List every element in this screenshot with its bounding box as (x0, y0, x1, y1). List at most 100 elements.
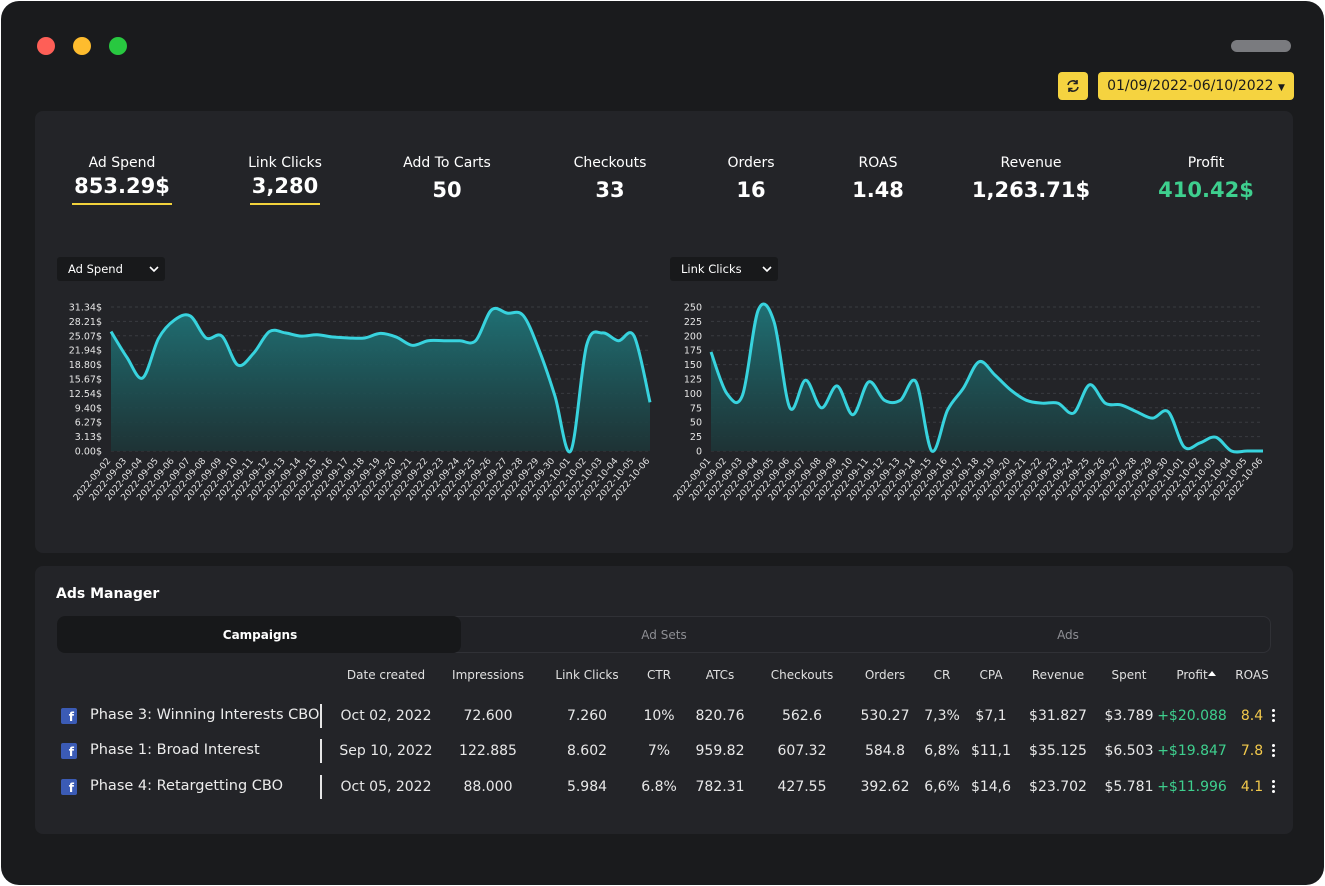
table-cell: 392.62 (860, 779, 910, 795)
y-tick-label: 15.67$ (69, 375, 102, 386)
facebook-icon: f (61, 779, 77, 795)
y-tick-label: 25 (690, 432, 702, 443)
kpi: Revenue 1,263.71$ (941, 153, 1121, 207)
area-fill (111, 308, 650, 453)
kpi-label: Add To Carts (403, 155, 491, 171)
table-cell: +$19.847 (1157, 743, 1227, 759)
kpi: ROAS 1.48 (788, 153, 968, 207)
y-tick-label: 100 (684, 389, 702, 400)
kpi-value: 1,263.71$ (971, 178, 1091, 202)
menu-dot (1272, 714, 1275, 717)
row-menu[interactable] (1272, 780, 1276, 794)
table-cell: 7,3% (924, 708, 960, 724)
tab[interactable]: Ads (1057, 628, 1079, 642)
column-header: Impressions (452, 668, 524, 682)
table-cell: 584.8 (864, 743, 906, 759)
y-tick-label: 18.80$ (69, 360, 102, 371)
table-cell: $3.789 (1104, 708, 1154, 724)
close-button[interactable] (37, 37, 55, 55)
menu-dot (1272, 709, 1275, 712)
table-cell: +$11.996 (1157, 779, 1227, 795)
kpi: Add To Carts 50 (357, 153, 537, 207)
window-handle (1231, 40, 1291, 52)
column-header: ATCs (705, 668, 735, 682)
y-tick-label: 3.13$ (75, 432, 102, 443)
tab[interactable]: Ad Sets (641, 628, 687, 642)
select-label: Link Clicks (681, 262, 742, 276)
column-header: ROAS (1235, 668, 1269, 682)
row-menu[interactable] (1272, 709, 1276, 723)
table-cell: 10% (643, 708, 675, 724)
date-range-button[interactable]: 01/09/2022-06/10/2022 ▼ (1098, 72, 1294, 100)
y-tick-label: 12.54$ (69, 389, 102, 400)
column-header: Checkouts (770, 668, 834, 682)
table-cell: 427.55 (777, 779, 827, 795)
y-tick-label: 175 (684, 346, 702, 357)
select-label: Ad Spend (68, 262, 123, 276)
metric-select[interactable]: Link Clicks (670, 257, 778, 281)
kpi-value: 50 (432, 178, 462, 202)
table-cell: 6.8% (641, 779, 677, 795)
menu-dot (1272, 719, 1275, 722)
y-tick-label: 28.21$ (69, 317, 102, 328)
y-tick-label: 6.27$ (75, 418, 102, 429)
column-header: Date created (346, 668, 426, 682)
dropdown-caret: ▼ (1277, 83, 1285, 93)
section-title: Ads Manager (56, 586, 160, 602)
overview-panel (35, 111, 1293, 553)
table-cell: Oct 05, 2022 (340, 779, 432, 795)
table-cell: 4.1 (1240, 779, 1264, 795)
table-cell: Sep 10, 2022 (339, 743, 433, 759)
y-tick-label: 21.94$ (69, 346, 102, 357)
y-tick-label: 250 (684, 303, 702, 314)
table-cell: 5.984 (566, 779, 608, 795)
y-tick-label: 150 (684, 360, 702, 371)
kpi: Link Clicks 3,280 (195, 153, 375, 205)
kpi: Ad Spend 853.29$ (32, 153, 212, 205)
menu-dot (1272, 790, 1275, 793)
minimize-button[interactable] (73, 37, 91, 55)
table-cell: 820.76 (695, 708, 745, 724)
column-header: Revenue (1031, 668, 1085, 682)
column-header: CPA (979, 668, 1003, 682)
refresh-button[interactable] (1058, 72, 1088, 100)
campaign-name: Phase 1: Broad Interest (90, 742, 260, 758)
table-cell: +$20.088 (1157, 708, 1227, 724)
titlebar (37, 37, 1291, 55)
kpi-label: ROAS (858, 155, 898, 171)
area-fill (711, 303, 1263, 453)
tab[interactable]: Campaigns (222, 628, 298, 642)
table-cell: 782.31 (695, 779, 745, 795)
kpi-label: Profit (1187, 155, 1225, 171)
menu-dot (1272, 749, 1275, 752)
kpi-label: Orders (727, 155, 775, 171)
charts: 0.00$ 3.13$ 6.27$ 9.40$ 12.54$ 15.67$ 18.80$ 21… (69, 302, 1266, 504)
column-separator (320, 775, 322, 799)
column-header: CTR (646, 668, 672, 682)
table-cell: 6,8% (924, 743, 960, 759)
table-cell: $11,1 (970, 743, 1012, 759)
column-header: Orders (864, 668, 906, 682)
table-cell: $5.781 (1104, 779, 1154, 795)
maximize-button[interactable] (109, 37, 127, 55)
y-tick-label: 50 (690, 418, 702, 429)
metric-select[interactable]: Ad Spend (57, 257, 165, 281)
y-tick-label: 9.40$ (75, 403, 102, 414)
refresh-icon (1067, 80, 1079, 92)
table-cell: 7.260 (566, 708, 608, 724)
column-header: Link Clicks (555, 668, 619, 682)
table-cell: 8.602 (566, 743, 608, 759)
column-header: Profit (1176, 668, 1208, 682)
facebook-icon: f (61, 708, 77, 724)
line (709, 302, 1263, 454)
y-tick-label: 200 (684, 331, 702, 342)
kpi-value: 1.48 (852, 178, 904, 202)
table-cell: 562.6 (781, 708, 823, 724)
row-menu[interactable] (1272, 744, 1276, 758)
kpi-label: Link Clicks (248, 155, 322, 171)
table-cell: 6,6% (924, 779, 960, 795)
chevron (149, 266, 159, 273)
date-range: 01/09/2022-06/10/2022 (1107, 78, 1274, 94)
table-cell: 959.82 (695, 743, 745, 759)
table-cell: 530.27 (860, 708, 910, 724)
